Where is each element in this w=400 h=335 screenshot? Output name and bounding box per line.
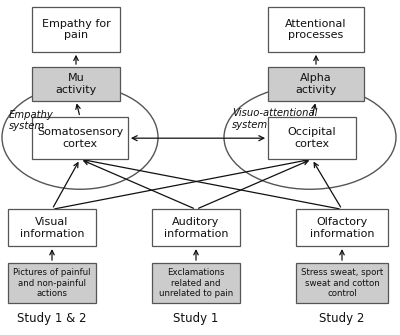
FancyBboxPatch shape (8, 209, 96, 246)
FancyBboxPatch shape (296, 263, 388, 303)
Text: Mu
activity: Mu activity (55, 73, 97, 94)
FancyBboxPatch shape (268, 117, 356, 159)
FancyBboxPatch shape (296, 209, 388, 246)
Text: Pictures of painful
and non-painful
actions: Pictures of painful and non-painful acti… (13, 268, 91, 298)
FancyBboxPatch shape (32, 67, 120, 100)
FancyBboxPatch shape (8, 263, 96, 303)
Text: Stress sweat, sport
sweat and cotton
control: Stress sweat, sport sweat and cotton con… (301, 268, 383, 298)
Text: Olfactory
information: Olfactory information (310, 217, 374, 239)
FancyBboxPatch shape (152, 263, 240, 303)
FancyBboxPatch shape (268, 7, 364, 52)
Text: Occipital
cortex: Occipital cortex (288, 127, 336, 149)
FancyBboxPatch shape (32, 117, 128, 159)
Text: Alpha
activity: Alpha activity (295, 73, 337, 94)
Text: Visuo-attentional
system: Visuo-attentional system (232, 108, 317, 130)
Text: Study 1 & 2: Study 1 & 2 (17, 312, 87, 325)
Text: Auditory
information: Auditory information (164, 217, 228, 239)
Text: Somatosensory
cortex: Somatosensory cortex (37, 127, 123, 149)
FancyBboxPatch shape (268, 67, 364, 100)
Text: Exclamations
related and
unrelated to pain: Exclamations related and unrelated to pa… (159, 268, 233, 298)
Text: Visual
information: Visual information (20, 217, 84, 239)
FancyBboxPatch shape (152, 209, 240, 246)
Text: Study 1: Study 1 (173, 312, 219, 325)
Text: Attentional
processes: Attentional processes (285, 18, 347, 40)
Text: Empathy
system: Empathy system (9, 110, 54, 131)
Text: Study 2: Study 2 (319, 312, 365, 325)
FancyBboxPatch shape (32, 7, 120, 52)
Text: Empathy for
pain: Empathy for pain (42, 18, 110, 40)
